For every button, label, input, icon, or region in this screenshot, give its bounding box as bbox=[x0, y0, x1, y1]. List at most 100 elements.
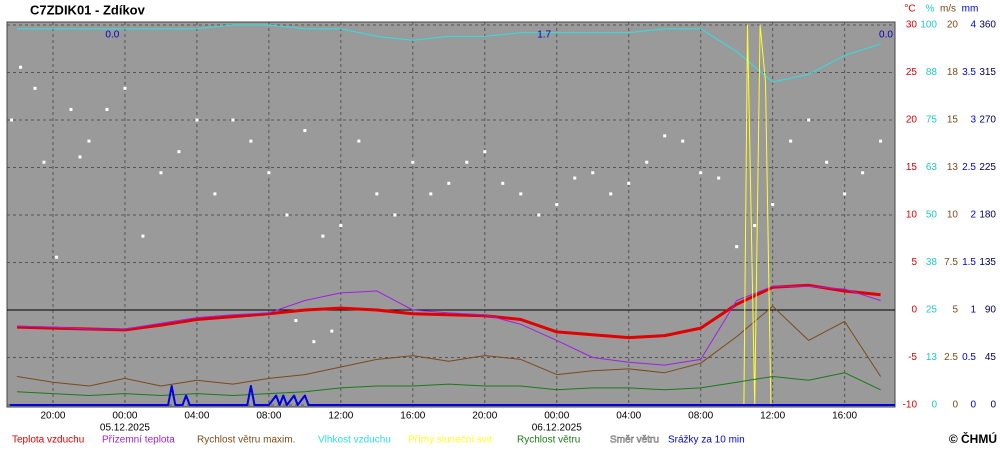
series-line bbox=[9, 385, 895, 406]
credit: © ČHMÚ bbox=[949, 431, 997, 446]
axis-tick-label: 88 bbox=[926, 67, 938, 78]
axis-tick-label: 1.5 bbox=[962, 257, 976, 268]
wind-direction-point bbox=[285, 213, 289, 217]
axis-tick-label: 2.5 bbox=[962, 162, 976, 173]
legend-entry: Rychlost větru maxim. bbox=[197, 435, 295, 446]
wind-direction-point bbox=[681, 139, 685, 143]
axis-tick-label: 10 bbox=[947, 210, 959, 221]
axis-tick-label: 13 bbox=[926, 352, 938, 363]
wind-direction-point bbox=[861, 171, 865, 175]
axis-tick-label: 38 bbox=[926, 257, 938, 268]
legend-entry: Směr větru bbox=[610, 435, 659, 446]
wind-direction-point bbox=[411, 160, 415, 164]
wind-direction-point bbox=[789, 139, 793, 143]
wind-direction-point bbox=[330, 329, 334, 333]
y-tick-label: 30 bbox=[906, 20, 918, 31]
wind-direction-point bbox=[231, 118, 235, 122]
wind-direction-point bbox=[429, 192, 433, 196]
axis-unit: % bbox=[926, 4, 935, 15]
x-tick-label: 08:00 bbox=[256, 411, 281, 422]
wind-direction-point bbox=[699, 171, 703, 175]
axis-tick-label: 0 bbox=[931, 400, 937, 411]
wind-direction-point bbox=[267, 171, 271, 175]
wind-direction-point bbox=[555, 202, 559, 206]
axis-tick-label: 18 bbox=[947, 67, 959, 78]
legend-entry: Rychlost větru bbox=[517, 435, 580, 446]
axis-tick-label: 315 bbox=[979, 67, 996, 78]
wind-direction-point bbox=[753, 224, 757, 228]
axis-tick-label: 270 bbox=[979, 115, 996, 126]
series-line bbox=[16, 305, 882, 387]
wind-direction-point bbox=[483, 150, 487, 154]
wind-direction-point bbox=[843, 192, 847, 196]
axis-tick-label: 0 bbox=[970, 400, 976, 411]
legend-entry: Srážky za 10 min bbox=[668, 435, 745, 446]
annotation: 0.0 bbox=[105, 30, 119, 41]
wind-direction-point bbox=[105, 107, 109, 111]
annotation: 0.0 bbox=[879, 30, 893, 41]
wind-direction-point bbox=[825, 160, 829, 164]
wind-direction-point bbox=[393, 213, 397, 217]
x-tick-label: 00:00 bbox=[544, 411, 569, 422]
axis-tick-label: 180 bbox=[979, 210, 996, 221]
axis-tick-label: 20 bbox=[947, 20, 959, 31]
series-line bbox=[17, 24, 881, 83]
axis-tick-label: 135 bbox=[979, 257, 996, 268]
wind-direction-point bbox=[519, 192, 523, 196]
legend-entry: Vlhkost vzduchu bbox=[318, 435, 391, 446]
wind-direction-point bbox=[609, 192, 613, 196]
wind-direction-point bbox=[42, 160, 46, 164]
x-tick-label: 04:00 bbox=[616, 411, 641, 422]
wind-direction-point bbox=[627, 181, 631, 185]
series-line bbox=[16, 285, 881, 366]
axis-tick-label: 3.5 bbox=[962, 67, 976, 78]
y-tick-label: -5 bbox=[908, 352, 917, 363]
series-line bbox=[16, 372, 881, 396]
axis-tick-label: 75 bbox=[926, 115, 938, 126]
wind-direction-point bbox=[591, 171, 595, 175]
axis-tick-label: 15 bbox=[947, 115, 959, 126]
wind-direction-point bbox=[249, 139, 253, 143]
y-tick-label: 5 bbox=[911, 257, 917, 268]
axis-tick-label: 25 bbox=[926, 305, 938, 316]
wind-direction-point bbox=[645, 160, 649, 164]
axis-unit: mm bbox=[962, 4, 979, 15]
axis-tick-label: 0.5 bbox=[962, 352, 976, 363]
legend-entry: Teplota vzduchu bbox=[12, 435, 84, 446]
wind-direction-point bbox=[807, 118, 811, 122]
axis-tick-label: 50 bbox=[926, 210, 938, 221]
wind-direction-point bbox=[312, 340, 316, 344]
y-unit: °C bbox=[904, 4, 915, 15]
wind-direction-point bbox=[663, 134, 667, 138]
chart-title: C7ZDIK01 - Zdíkov bbox=[30, 2, 146, 17]
wind-direction-point bbox=[879, 139, 883, 143]
y-tick-label: 20 bbox=[906, 115, 918, 126]
x-tick-label: 04:00 bbox=[184, 411, 209, 422]
legend-entry: Přímý sluneční svit bbox=[408, 435, 492, 446]
x-tick-label: 08:00 bbox=[688, 411, 713, 422]
axis-tick-label: 1 bbox=[970, 305, 976, 316]
series-line bbox=[16, 283, 881, 340]
axis-tick-label: 2 bbox=[970, 210, 976, 221]
wind-direction-point bbox=[177, 150, 181, 154]
series-line bbox=[743, 24, 775, 406]
wind-direction-point bbox=[447, 181, 451, 185]
y-tick-label: -10 bbox=[903, 400, 918, 411]
axis-tick-label: 13 bbox=[947, 162, 959, 173]
axis-tick-label: 4 bbox=[970, 20, 976, 31]
axis-tick-label: 0 bbox=[952, 400, 958, 411]
wind-direction-point bbox=[339, 224, 343, 228]
y-tick-label: 10 bbox=[906, 210, 918, 221]
wind-direction-point bbox=[87, 139, 91, 143]
y-tick-label: 15 bbox=[906, 162, 918, 173]
axis-tick-label: 7.5 bbox=[944, 257, 958, 268]
wind-direction-point bbox=[294, 319, 298, 323]
wind-direction-point bbox=[465, 160, 469, 164]
x-tick-label: 00:00 bbox=[112, 411, 137, 422]
axis-tick-label: 0 bbox=[990, 400, 996, 411]
wind-direction-point bbox=[78, 155, 82, 159]
x-tick-label: 12:00 bbox=[760, 411, 785, 422]
axis-unit: m/s bbox=[940, 4, 956, 15]
wind-direction-point bbox=[537, 213, 541, 217]
axis-tick-label: 90 bbox=[985, 305, 997, 316]
